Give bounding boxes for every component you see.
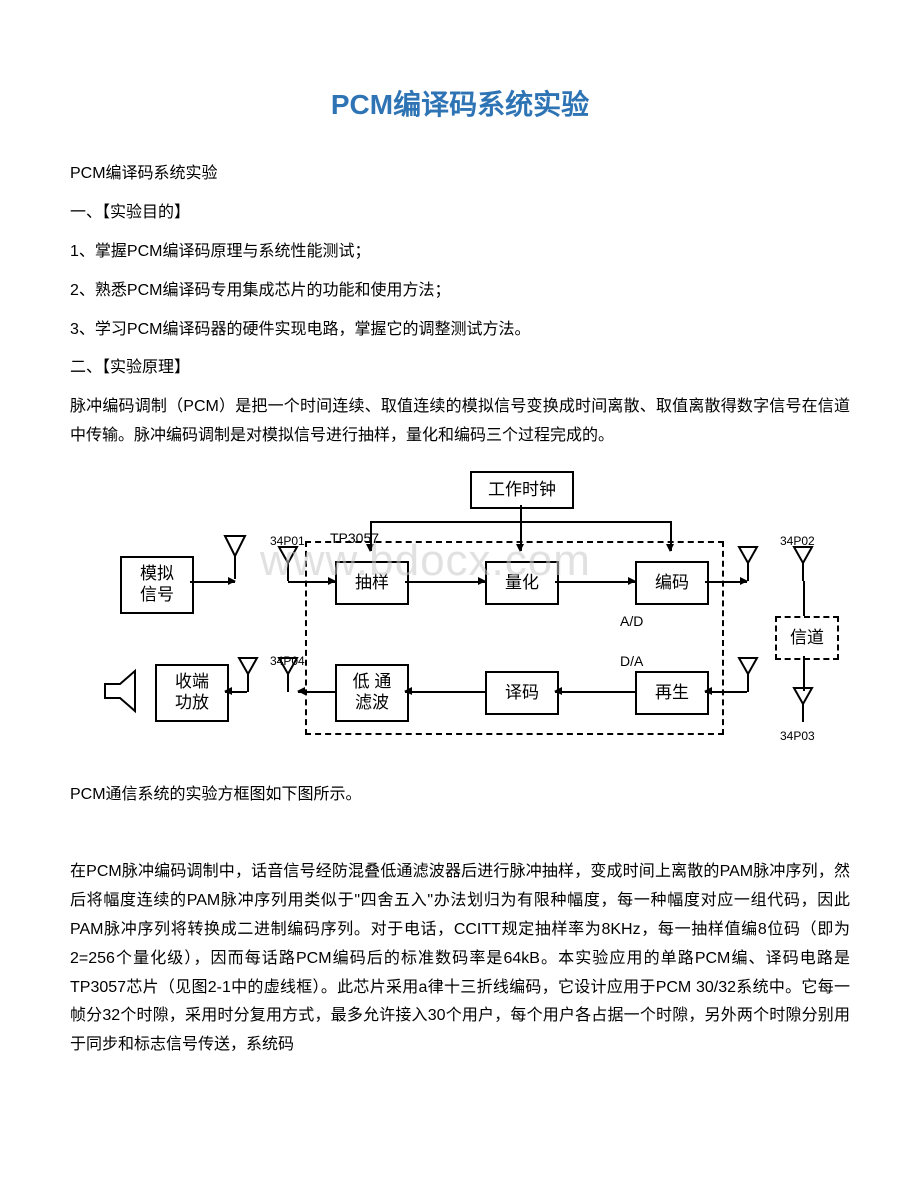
arrow-lowpass-out [298,691,335,693]
antenna-7 [275,654,301,694]
line-to-channel-down [803,581,805,616]
analog-box: 模拟 信号 [120,556,194,614]
antenna-5 [790,684,816,724]
ad-label: A/D [620,609,643,634]
sample-box: 抽样 [335,561,409,605]
arrow-sample-quantize [405,581,485,583]
arrow-decode-lowpass [405,691,485,693]
objective-3: 3、学习PCM编译码器的硬件实现电路，掌握它的调整测试方法。 [70,316,850,345]
lowpass-box: 低 通 滤波 [335,664,409,722]
arrow-regen-decode [555,691,635,693]
subtitle: PCM编译码系统实验 [70,160,850,189]
antenna-3 [735,543,761,583]
principle-intro: 脉冲编码调制（PCM）是把一个时间连续、取值连续的模拟信号变换成时间离散、取值离… [70,393,850,451]
channel-box: 信道 [775,616,839,660]
quantize-box: 量化 [485,561,559,605]
antenna-6 [735,654,761,694]
section1-heading: 一、【实验目的】 [70,199,850,228]
section2-heading: 二、【实验原理】 [70,354,850,383]
antenna-1 [220,531,250,581]
clock-arrow-3 [670,521,672,551]
antenna-8 [235,654,261,694]
encode-box: 编码 [635,561,709,605]
arrow-quantize-encode [555,581,635,583]
speaker-icon [100,666,150,716]
clock-arrow-2 [520,521,522,551]
tp3057-label: TP3057 [330,526,379,551]
clock-stem [520,505,522,521]
antenna-2 [275,543,301,583]
block-diagram: www.bdocx.com 工作时钟 TP3057 模拟 信号 抽样 量化 编码… [80,471,840,761]
body-paragraph: 在PCM脉冲编码调制中，话音信号经防混叠低通滤波器后进行脉冲抽样，变成时间上离散… [70,858,850,1060]
da-label: D/A [620,649,643,674]
decode-box: 译码 [485,671,559,715]
antenna-4 [790,543,816,583]
p03-label: 34P03 [780,726,815,748]
amp-box: 收端 功放 [155,664,229,722]
clock-box: 工作时钟 [470,471,574,509]
arrow-analog-out [190,581,235,583]
regen-box: 再生 [635,671,709,715]
page-title: PCM编译码系统实验 [70,80,850,130]
objective-1: 1、掌握PCM编译码原理与系统性能测试； [70,238,850,267]
diagram-caption: PCM通信系统的实验方框图如下图所示。 [70,781,850,810]
objective-2: 2、熟悉PCM编译码专用集成芯片的功能和使用方法； [70,277,850,306]
